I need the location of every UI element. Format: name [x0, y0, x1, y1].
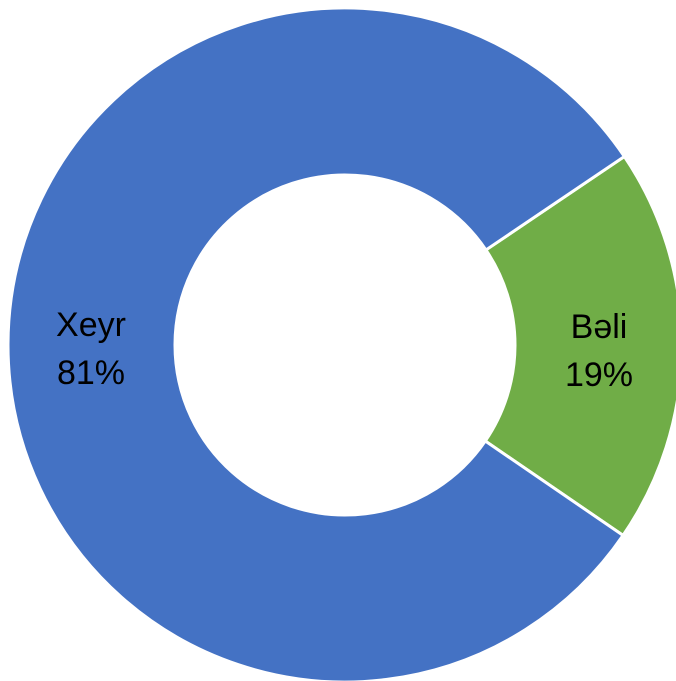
slice-value-label: 81%: [57, 354, 125, 392]
slice-value-label: 19%: [565, 356, 633, 394]
slice-label: Bəli 19%: [565, 308, 633, 394]
slice-category-label: Bəli: [571, 308, 628, 346]
slice-bəli: [483, 155, 676, 537]
slice-labels: Bəli 19% Xeyr 81%: [56, 306, 633, 394]
slice-xeyr: [6, 6, 626, 681]
slice-label: Xeyr 81%: [56, 306, 126, 392]
donut-slices: [6, 6, 676, 681]
slice-category-label: Xeyr: [56, 306, 126, 344]
